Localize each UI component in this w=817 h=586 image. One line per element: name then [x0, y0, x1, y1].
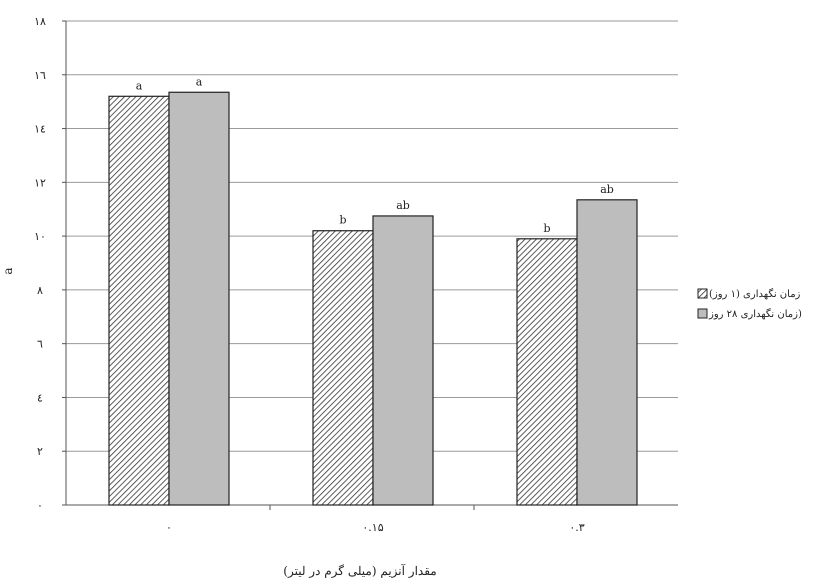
legend-swatch-hatched — [697, 288, 708, 299]
legend: زمان نگهداری (۱ روز) زمان نگهداری ۲۸ روز… — [697, 288, 802, 320]
x-axis-label: مقدار آنزیم (میلی گرم در لیتر) — [283, 563, 436, 578]
bar-data-label: a — [136, 79, 143, 92]
y-tick-label: ۱۸ — [34, 15, 46, 28]
bar-data-label: ab — [600, 183, 614, 196]
bar-data-label: ab — [396, 199, 410, 212]
y-tick-label: ۰ — [37, 499, 43, 512]
y-tick-label: ۱۲ — [34, 176, 46, 189]
bar-data-label: a — [196, 75, 203, 88]
y-tick-label: ٦ — [37, 338, 43, 351]
legend-label-series-2: زمان نگهداری ۲۸ روز) — [708, 308, 802, 320]
bar-series-1 — [516, 238, 578, 506]
bar-series-1 — [108, 95, 170, 506]
legend-swatch-solid — [697, 308, 708, 319]
bar-data-label: b — [339, 214, 346, 227]
y-tick-label: ۲ — [37, 445, 43, 458]
x-tick-label: ۰ — [166, 521, 172, 534]
y-tick-labels: ۰ ۲ ٤ ٦ ۸ ۱۰ ۱۲ ١٤ ١٦ ۱۸ — [34, 15, 46, 512]
y-axis-label: a — [1, 267, 15, 274]
bar-series-2 — [576, 199, 638, 506]
x-tick-labels: ۰ ۰.۱۵ ۰.۳ — [166, 521, 585, 534]
y-tick-label: ٤ — [37, 391, 43, 404]
bar-series-2 — [168, 91, 230, 506]
y-tick-label: ۱۰ — [34, 230, 46, 243]
y-tick-label: ١٦ — [34, 69, 46, 82]
bars — [108, 91, 638, 506]
legend-label-series-1: زمان نگهداری (۱ روز) — [709, 288, 801, 300]
bar-data-label: b — [543, 222, 550, 235]
bar-series-1 — [312, 230, 374, 506]
x-tick-label: ۰.۳ — [569, 521, 584, 534]
y-tick-label: ١٤ — [34, 123, 46, 136]
bar-series-2 — [372, 215, 434, 506]
y-tick-label: ۸ — [37, 284, 43, 297]
x-tick-label: ۰.۱۵ — [362, 521, 383, 534]
